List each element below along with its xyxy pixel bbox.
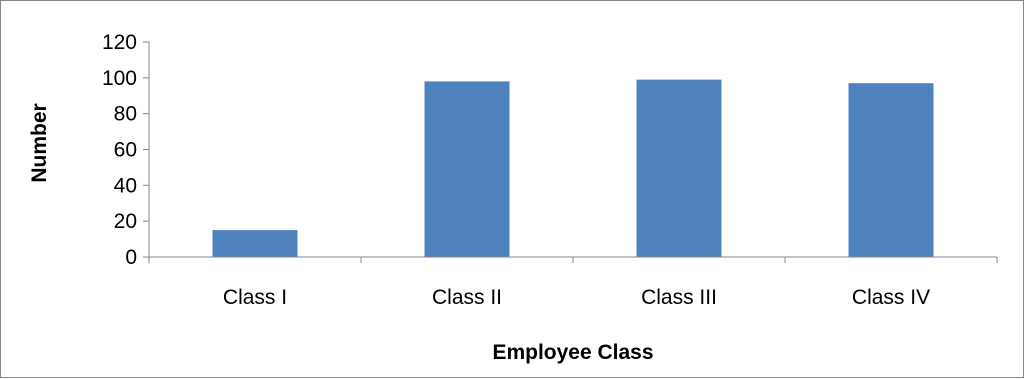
plot-area [212, 79, 934, 258]
y-tick-label: 120 [102, 31, 137, 54]
y-tick-label: 80 [114, 103, 137, 126]
x-axis-title: Employee Class [492, 341, 653, 364]
y-tick-label: 20 [114, 210, 137, 233]
y-tick-label: 60 [114, 139, 137, 162]
axes [143, 41, 998, 263]
labels: Employee Class Number 0 20 40 60 80 100 120 Cla… [28, 31, 930, 364]
y-tick-label: 100 [102, 67, 137, 90]
bar [212, 230, 298, 257]
y-tick-label: 40 [114, 174, 137, 197]
bar [424, 81, 510, 258]
x-tick-label: Class III [641, 286, 717, 309]
y-tick-label: 0 [125, 246, 137, 269]
x-tick-label: Class II [432, 286, 502, 309]
bar [636, 79, 722, 257]
bar [848, 83, 934, 257]
x-tick-label: Class I [223, 286, 287, 309]
y-axis-title: Number [28, 103, 51, 182]
x-tick-label: Class IV [852, 286, 930, 309]
